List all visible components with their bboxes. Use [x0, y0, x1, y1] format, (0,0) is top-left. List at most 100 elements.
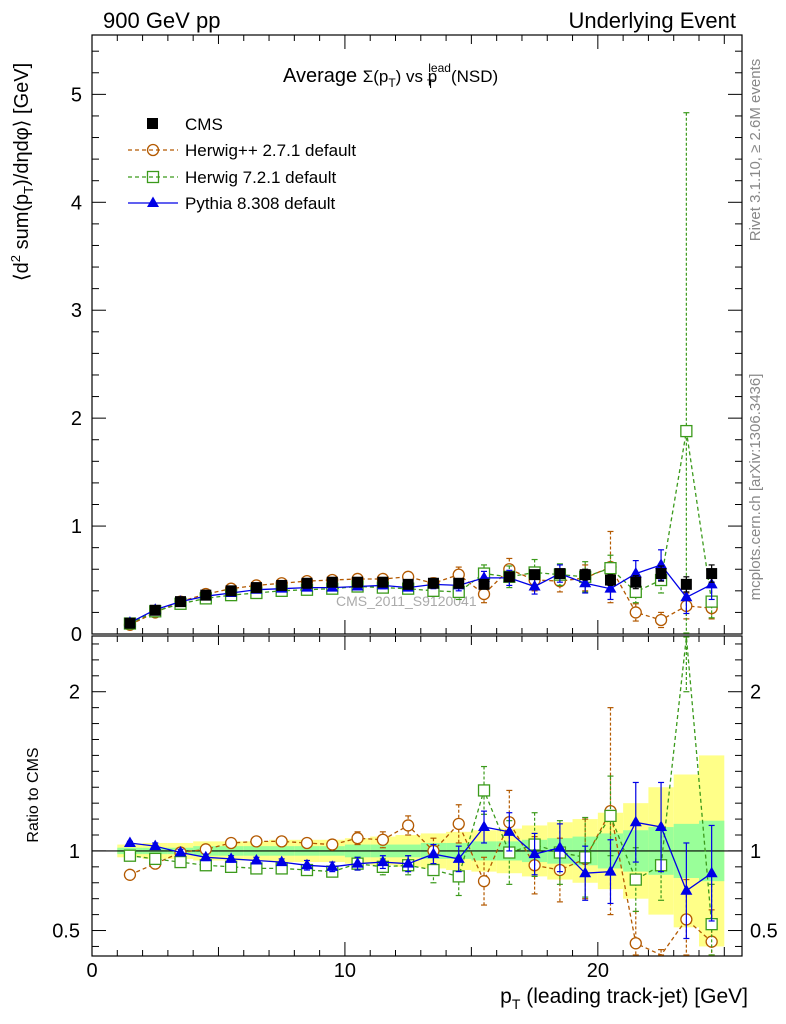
y-tick-label: 3 — [71, 300, 82, 322]
data-point — [553, 841, 566, 852]
series-herwigpp — [123, 530, 718, 631]
ylabel-sub-t: T — [21, 186, 36, 194]
main-title: Average Σ(pT) vs plead T (NSD) — [283, 61, 498, 91]
data-point — [680, 578, 692, 590]
series-pythia — [123, 549, 718, 627]
data-point — [604, 809, 617, 823]
title-main: Average — [283, 65, 363, 87]
data-point — [250, 582, 262, 594]
title-sub-t2: T — [427, 77, 435, 91]
xlabel-p: p — [500, 985, 512, 1008]
data-point — [604, 574, 616, 586]
data-point — [300, 836, 314, 850]
data-point — [149, 852, 162, 866]
data-point — [326, 576, 338, 588]
data-point — [452, 817, 465, 831]
ratio-panel: 0 10 20 0.5 0.5 1 1 2 2 — [52, 635, 778, 982]
legend: CMS Herwig++ 2.7.1 default Herwig 7.2.1 … — [128, 115, 356, 213]
data-point — [629, 567, 642, 578]
ratio-y-axis-label: Ratio to CMS — [25, 747, 42, 842]
data-point — [503, 825, 516, 836]
data-point — [680, 590, 693, 602]
data-point — [604, 562, 617, 575]
data-point — [250, 853, 263, 865]
series-herwig7 — [123, 636, 718, 956]
legend-marker-herwigpp — [146, 143, 160, 157]
data-point — [579, 576, 592, 588]
ylabel-a: ⟨d — [11, 262, 33, 281]
data-point — [629, 606, 642, 619]
x-tick-label: 10 — [334, 960, 356, 982]
data-point — [174, 855, 187, 869]
data-point — [402, 578, 414, 590]
y-tick-label: 1 — [69, 841, 80, 863]
data-point — [579, 569, 591, 581]
main-y-axis-label: ⟨d2 sum(pT)/dηdφ⟩ [GeV] — [8, 63, 36, 281]
data-point — [705, 577, 718, 589]
data-point — [477, 587, 491, 601]
title-close: ) — [396, 67, 402, 86]
data-point — [275, 855, 288, 867]
ylabel-sup2: 2 — [8, 255, 23, 262]
data-point — [629, 937, 642, 950]
data-point — [225, 852, 238, 863]
series-cms — [124, 564, 718, 629]
data-point — [199, 850, 212, 862]
data-point — [351, 832, 364, 845]
series-pythia — [123, 781, 718, 940]
data-point — [377, 576, 389, 588]
data-point — [453, 577, 465, 589]
y-tick-label-right: 2 — [750, 682, 761, 704]
series-herwig7 — [123, 112, 718, 634]
y-tick-label: 2 — [71, 408, 82, 430]
data-point — [604, 582, 617, 593]
data-point — [225, 585, 237, 597]
data-point — [554, 568, 566, 580]
data-point — [579, 866, 592, 878]
y-tick-label: 0 — [71, 624, 82, 646]
legend-label-herwigpp: Herwig++ 2.7.1 default — [185, 141, 356, 160]
ylabel-c: )/dηdφ⟩ [GeV] — [11, 63, 33, 186]
data-point — [276, 579, 288, 591]
data-point — [224, 860, 238, 873]
x-tick-label: 20 — [587, 960, 609, 982]
title-sigma: Σ(p — [363, 67, 389, 86]
data-point — [629, 815, 642, 827]
data-point — [401, 819, 415, 832]
data-point — [630, 576, 642, 588]
data-point — [149, 604, 161, 616]
data-point — [477, 875, 491, 888]
legend-marker-cms — [147, 118, 158, 129]
title-tail: (NSD) — [446, 67, 498, 86]
data-point — [706, 568, 718, 580]
data-point — [503, 571, 515, 583]
data-point — [402, 857, 415, 868]
data-point — [174, 846, 187, 857]
title-sup-lead: lead — [428, 61, 451, 75]
data-point — [655, 568, 667, 580]
data-point — [528, 580, 541, 591]
data-point — [326, 838, 339, 851]
legend-label-herwig7: Herwig 7.2.1 default — [185, 168, 336, 187]
legend-marker-herwig7 — [146, 170, 160, 184]
y-tick-label: 4 — [71, 192, 82, 214]
title-vs: vs p — [401, 67, 437, 86]
data-point — [250, 835, 263, 848]
data-point — [452, 852, 465, 863]
data-point — [376, 833, 390, 846]
y-tick-label: 0.5 — [52, 921, 80, 943]
y-tick-label-right: 1 — [750, 841, 761, 863]
data-point — [427, 847, 440, 859]
data-point — [478, 820, 491, 832]
data-point — [123, 849, 137, 862]
ylabel-b: sum(p — [11, 194, 33, 255]
y-tick-label: 2 — [69, 682, 80, 704]
data-point — [124, 617, 136, 629]
data-point — [149, 839, 162, 851]
main-frame — [91, 34, 743, 635]
data-point — [629, 873, 642, 886]
series-line — [129, 821, 712, 892]
legend-label-cms: CMS — [185, 115, 223, 134]
